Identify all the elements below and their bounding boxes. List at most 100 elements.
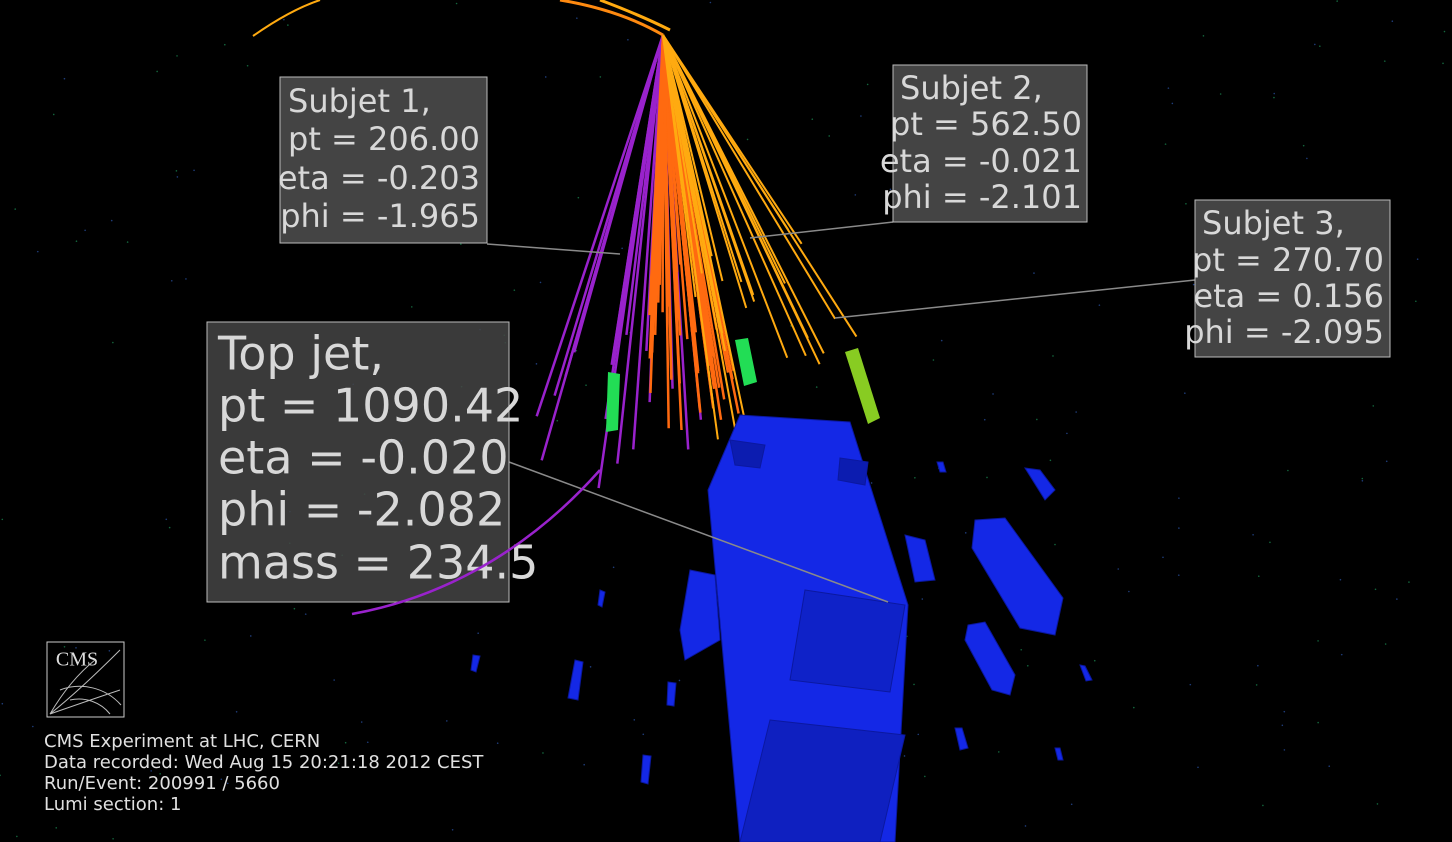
label-line: phi = -1.965	[280, 197, 480, 235]
hit	[1026, 665, 1029, 667]
hit	[1197, 766, 1199, 769]
hit	[333, 679, 335, 681]
hit	[112, 341, 114, 344]
hit	[1219, 93, 1222, 95]
hit	[75, 647, 77, 649]
hit	[1339, 578, 1342, 581]
hit	[1, 518, 4, 521]
track	[559, 0, 664, 37]
track	[662, 34, 719, 440]
hit	[576, 17, 578, 19]
hit	[678, 679, 681, 682]
hit	[287, 24, 289, 26]
hit	[1302, 144, 1305, 147]
label-line: phi = -2.101	[882, 178, 1082, 216]
hit	[193, 169, 195, 172]
hit	[1171, 102, 1174, 105]
hit	[63, 645, 66, 648]
hit	[1283, 749, 1286, 751]
track	[662, 34, 836, 320]
track	[662, 34, 722, 331]
hit	[293, 607, 296, 610]
hit	[1133, 706, 1135, 709]
calorimeter-towers	[470, 414, 1093, 842]
hit	[366, 741, 369, 744]
hit	[1281, 724, 1284, 727]
hit	[621, 247, 623, 250]
logo-text: CMS	[56, 649, 98, 671]
hit	[1189, 683, 1192, 686]
label-line: phi = -2.082	[218, 483, 505, 537]
hit	[1408, 581, 1410, 583]
track	[631, 34, 665, 450]
hit	[235, 710, 238, 713]
hit	[1036, 418, 1038, 421]
hit	[1093, 659, 1096, 662]
hit	[1340, 653, 1343, 656]
track	[661, 34, 700, 372]
hit	[1128, 590, 1130, 593]
track	[599, 0, 671, 32]
track	[662, 34, 748, 309]
hit	[1024, 825, 1027, 827]
hit	[460, 243, 462, 245]
track	[662, 34, 821, 365]
hit	[1075, 411, 1077, 413]
hit	[126, 241, 129, 243]
hit	[1257, 664, 1259, 667]
hit	[1164, 143, 1167, 145]
hit	[1287, 469, 1289, 472]
hit	[1415, 300, 1417, 303]
hit	[1385, 460, 1388, 463]
hit	[544, 76, 547, 78]
label-title: Subjet 3,	[1202, 204, 1345, 242]
hit	[860, 115, 862, 117]
hit	[986, 476, 988, 479]
info-line: Data recorded: Wed Aug 15 20:21:18 2012 …	[44, 752, 484, 773]
hit	[992, 393, 994, 395]
hit	[455, 2, 458, 5]
hit	[866, 83, 869, 86]
hit	[1328, 765, 1331, 768]
hit	[1314, 43, 1316, 46]
hit	[159, 773, 161, 775]
hit	[917, 733, 920, 736]
hit	[1049, 459, 1052, 462]
hit	[176, 55, 178, 57]
hit	[903, 755, 906, 757]
hit	[1117, 568, 1120, 570]
hit	[168, 526, 171, 529]
hit	[1336, 0, 1338, 2]
hit	[633, 719, 636, 721]
hit	[1202, 35, 1205, 37]
hit	[1384, 643, 1387, 645]
hit	[627, 39, 629, 41]
hit	[112, 838, 114, 840]
hit	[539, 281, 542, 284]
hit	[1054, 543, 1056, 546]
hit	[1098, 304, 1101, 306]
hit	[1443, 30, 1446, 33]
hit	[828, 135, 831, 137]
hit	[1255, 684, 1258, 686]
hit	[1306, 157, 1308, 160]
track	[553, 34, 665, 396]
info-line: CMS Experiment at LHC, CERN	[44, 731, 320, 752]
hit	[1269, 541, 1271, 544]
hit	[1020, 648, 1023, 651]
hit	[110, 219, 113, 222]
label-line: eta = -0.020	[218, 431, 509, 485]
hit	[185, 278, 187, 280]
hit	[175, 170, 178, 172]
hit	[1052, 355, 1054, 357]
hit	[1273, 92, 1276, 95]
track	[662, 34, 825, 354]
hit	[1033, 272, 1035, 274]
hit	[52, 113, 55, 116]
hit	[612, 566, 615, 569]
hit	[1066, 432, 1068, 435]
hit	[226, 782, 229, 785]
hit	[337, 762, 340, 765]
label-line: pt = 270.70	[1192, 241, 1384, 279]
